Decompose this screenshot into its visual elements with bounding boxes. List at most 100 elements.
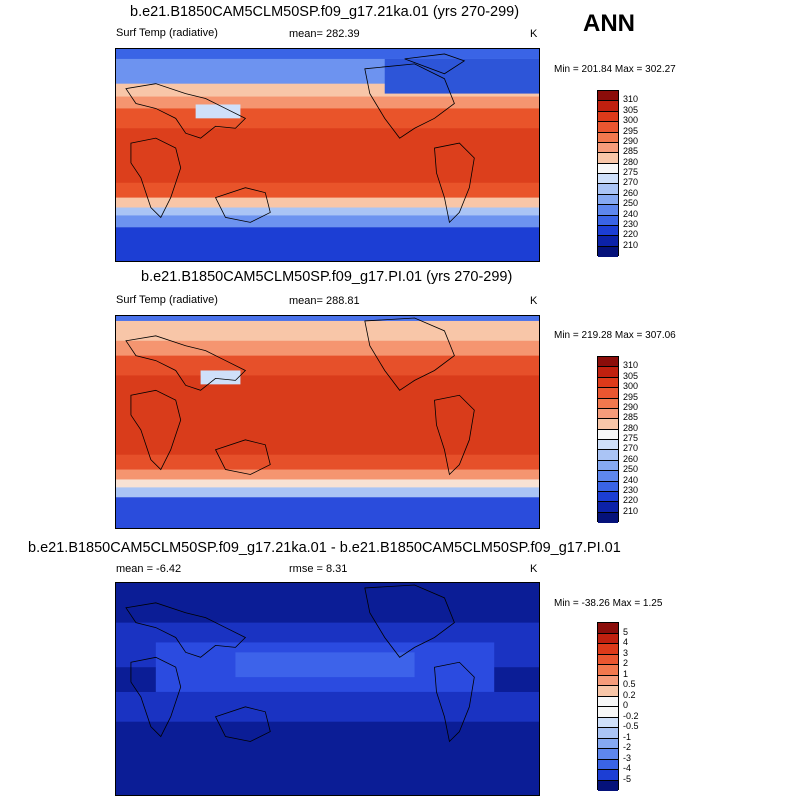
season-label: ANN — [583, 10, 635, 37]
panel2-colorbar-tick-label: 285 — [623, 412, 639, 423]
panel3-colorbar-swatch — [598, 707, 618, 718]
panel2-colorbar-swatch — [598, 429, 618, 440]
panel1-colorbar-swatch — [598, 91, 618, 102]
panel2-colorbar-tick-label: 305 — [623, 370, 639, 381]
panel2-colorbar-tick-label: 295 — [623, 391, 639, 402]
panel3-colorbar-tick-label: -5 — [623, 773, 632, 784]
panel2-colorbar-swatch — [598, 367, 618, 378]
panel1-colorbar-tick-label: 300 — [623, 115, 639, 126]
panel1-colorbar-tick-label: 295 — [623, 125, 639, 136]
panel1-colorbar-tick-label: 275 — [623, 167, 639, 177]
panel2-colorbar-swatch — [598, 398, 618, 409]
panel1-mean-label: mean= 282.39 — [289, 28, 360, 40]
panel2-colorbar-swatch — [598, 388, 618, 399]
panel1-colorbar-tick-label: 310 — [623, 94, 639, 105]
panel2-colorbar-tick-label: 220 — [623, 495, 639, 506]
panel3-colorbar-tick-label: 0.2 — [623, 689, 636, 700]
panel1-colorbar-tick-label: 210 — [623, 239, 639, 250]
panel1-colorbar-tick-label: 230 — [623, 218, 639, 229]
panel3-colorbar-tick-label: 0.5 — [623, 679, 636, 689]
panel1-unit-label: K — [530, 28, 538, 40]
panel3-title: b.e21.B1850CAM5CLM50SP.f09_g17.21ka.01 -… — [28, 540, 621, 556]
panel3-colorbar-swatch — [598, 770, 618, 781]
panel3-colorbar-tick-label: -0.5 — [623, 721, 639, 731]
panel1-colorbar-tick-label: 270 — [623, 177, 639, 188]
panel3-map — [115, 582, 540, 796]
panel3-colorbar-tick-label: 1 — [623, 668, 629, 679]
panel3-colorbar-swatch — [598, 780, 618, 791]
panel1-colorbar-tick-label: 260 — [623, 187, 639, 198]
panel2-colorbar-tick-label: 310 — [623, 360, 639, 371]
panel1-colorbar-swatch — [598, 215, 618, 226]
panel1-colorbar-tick-label: 280 — [623, 156, 639, 167]
panel2-colorbar-swatch — [598, 419, 618, 430]
panel2-minmax-label: Min = 219.28 Max = 307.06 — [554, 330, 676, 341]
panel2-colorbar-swatch — [598, 440, 618, 451]
panel2-colorbar-swatch — [598, 450, 618, 461]
panel3-rmse-label: rmse = 8.31 — [289, 563, 348, 575]
panel3-colorbar-swatch — [598, 623, 618, 634]
panel1-colorbar-swatch — [598, 184, 618, 195]
panel3-colorbar-swatch — [598, 633, 618, 644]
panel1-colorbar-swatch — [598, 205, 618, 216]
panel1-colorbar-swatch — [598, 236, 618, 247]
panel3-colorbar-swatch — [598, 675, 618, 686]
panel2-colorbar-swatch — [598, 408, 618, 420]
panel1-colorbar-swatch — [598, 246, 618, 257]
panel2-colorbar-tick-label: 250 — [623, 464, 639, 475]
panel1-colorbar-swatch — [598, 132, 618, 143]
panel1-colorbar-swatch — [598, 225, 618, 237]
panel3-colorbar-swatch — [598, 686, 618, 697]
panel3-mean-label: mean = -6.42 — [116, 563, 182, 575]
panel1-colorbar-swatch — [598, 153, 618, 164]
panel3-colorbar-swatch — [598, 644, 618, 655]
panel3-colorbar-swatch — [598, 759, 618, 770]
panel1-colorbar — [597, 90, 619, 257]
panel2-colorbar — [597, 356, 619, 523]
panel3-colorbar-tick-label: 0 — [623, 700, 629, 710]
panel1-colorbar-tick-label: 220 — [623, 229, 639, 240]
panel1-variable-label: Surf Temp (radiative) — [116, 27, 218, 39]
panel1-colorbar-swatch — [598, 122, 618, 133]
panel2-variable-label: Surf Temp (radiative) — [116, 294, 218, 306]
panel2-colorbar-swatch — [598, 377, 618, 389]
panel1-colorbar-tick-label: 240 — [623, 208, 639, 219]
panel2-colorbar-tick-label: 210 — [623, 505, 639, 516]
panel2-unit-label: K — [530, 295, 538, 307]
panel2-colorbar-tick-label: 260 — [623, 453, 639, 464]
panel3-colorbar — [597, 622, 619, 791]
panel3-colorbar-swatch — [598, 717, 618, 728]
panel3-colorbar-swatch — [598, 738, 618, 749]
panel2-colorbar-tick-label: 230 — [623, 484, 639, 495]
panel3-colorbar-tick-label: -3 — [623, 752, 632, 763]
panel3-colorbar-swatch — [598, 665, 618, 676]
panel2-colorbar-tick-label: 280 — [623, 422, 639, 433]
panel2-colorbar-tick-label: 290 — [623, 401, 639, 412]
panel2-colorbar-tick-label: 270 — [623, 443, 639, 454]
panel1-colorbar-swatch — [598, 194, 618, 206]
panel1-colorbar-swatch — [598, 111, 618, 123]
panel2-colorbar-swatch — [598, 491, 618, 503]
panel1-colorbar-tick-label: 290 — [623, 135, 639, 146]
panel1-colorbar-tick-label: 285 — [623, 146, 639, 157]
panel1-colorbar-swatch — [598, 163, 618, 174]
panel3-colorbar-swatch — [598, 696, 618, 707]
panel3-colorbar-tick-label: 5 — [623, 626, 629, 637]
panel1-colorbar-swatch — [598, 174, 618, 185]
panel3-colorbar-swatch — [598, 749, 618, 760]
panel2-colorbar-tick-label: 240 — [623, 474, 639, 485]
panel1-minmax-label: Min = 201.84 Max = 302.27 — [554, 64, 676, 75]
panel2-colorbar-tick-label: 300 — [623, 381, 639, 392]
panel2-colorbar-swatch — [598, 512, 618, 523]
panel1-title: b.e21.B1850CAM5CLM50SP.f09_g17.21ka.01 (… — [130, 4, 520, 20]
panel3-minmax-label: Min = -38.26 Max = 1.25 — [554, 598, 663, 609]
panel1-colorbar-tick-label: 250 — [623, 198, 639, 209]
panel3-colorbar-swatch — [598, 654, 618, 665]
panel3-unit-label: K — [530, 563, 538, 575]
panel2-colorbar-swatch — [598, 481, 618, 492]
panel2-mean-label: mean= 288.81 — [289, 295, 360, 307]
panel1-colorbar-swatch — [598, 101, 618, 112]
panel3-colorbar-tick-label: -2 — [623, 742, 632, 752]
panel2-title: b.e21.B1850CAM5CLM50SP.f09_g17.PI.01 (yr… — [141, 269, 513, 285]
panel2-colorbar-swatch — [598, 357, 618, 368]
